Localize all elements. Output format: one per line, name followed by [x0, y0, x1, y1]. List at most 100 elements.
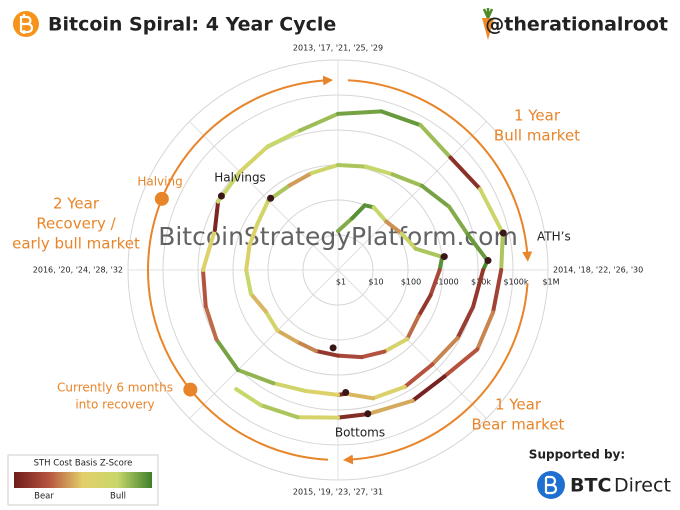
- colorbar: [14, 472, 152, 488]
- arc-dot: [183, 382, 198, 397]
- event-dot: [440, 253, 448, 261]
- spiral-segment: [302, 388, 340, 397]
- carrot-icon: [482, 8, 494, 40]
- spiral-segment: [343, 391, 376, 401]
- colorbar-title: STH Cost Basis Z-Score: [34, 459, 133, 469]
- event-dot: [342, 388, 350, 396]
- handle: @therationalroot: [485, 14, 668, 36]
- spiral-segment: [405, 314, 421, 342]
- cycle-arc: [147, 75, 334, 461]
- spiral-segment: [203, 304, 219, 342]
- spiral-segment: [475, 310, 495, 352]
- angle-label: 2013, '17, '21, '25, '29: [293, 44, 383, 53]
- spiral-segment: [437, 254, 445, 272]
- spiral-segment: [234, 387, 263, 408]
- spiral-segment: [235, 368, 276, 386]
- annotation: early bull market: [12, 235, 140, 253]
- spiral-segment: [248, 291, 268, 314]
- spiral-segment: [371, 384, 407, 401]
- spiral-segment: [263, 309, 280, 333]
- btcdirect-logo: [537, 471, 565, 499]
- annotation: Bear market: [472, 416, 565, 434]
- annotation: into recovery: [75, 398, 154, 412]
- spiral-segment: [384, 219, 404, 236]
- annotation: Recovery /: [36, 215, 116, 233]
- event-label: Halvings: [214, 171, 266, 185]
- sponsor-label: Supported by:: [529, 448, 625, 462]
- spiral-segment: [478, 186, 505, 236]
- annotation: Bull market: [494, 127, 580, 145]
- brand-direct: Direct: [614, 475, 671, 497]
- spiral-segment: [442, 347, 480, 379]
- spiral-segment: [244, 268, 253, 296]
- grid-ring: [267, 199, 409, 341]
- grid-ring: [197, 129, 479, 411]
- angle-label: 2014, '18, '22, '26, '30: [553, 266, 643, 275]
- grid-ring: [302, 234, 374, 306]
- spiral-segment: [212, 199, 221, 232]
- angle-label: 2015, '19, '23, '27, '31: [293, 488, 383, 497]
- spiral-segment: [336, 109, 384, 116]
- spiral-segment: [275, 328, 300, 344]
- spiral-segment: [399, 231, 418, 251]
- spiral-segment: [420, 183, 452, 209]
- spiral-segment: [255, 198, 271, 226]
- angle-label: 2016, '20, '24, '28, '32: [33, 266, 123, 275]
- spiral-segment: [428, 268, 442, 298]
- spiral-segment: [297, 111, 340, 133]
- event-label: Bottoms: [335, 426, 385, 440]
- annotation: 1 Year: [514, 107, 561, 125]
- spiral-segment: [390, 172, 425, 188]
- grid-ring: [127, 59, 549, 481]
- grid-ring: [162, 94, 514, 446]
- annotation: 2 Year: [53, 195, 100, 213]
- event-dot: [484, 257, 492, 265]
- spiral-segment: [447, 204, 470, 237]
- event-dot: [499, 229, 507, 237]
- spiral-segment: [418, 123, 453, 160]
- spiral-segment: [430, 336, 460, 367]
- chart-title: Bitcoin Spiral: 4 Year Cycle: [48, 14, 336, 36]
- r-tick-label: $100k: [504, 278, 529, 287]
- spiral-segment: [379, 109, 423, 128]
- spiral-segment: [471, 268, 486, 309]
- spiral-segment: [371, 205, 389, 224]
- spiral-segment: [244, 243, 252, 272]
- spiral-segment: [499, 231, 505, 272]
- brand-btc: BTC: [570, 475, 611, 497]
- colorbar-low: Bear: [34, 492, 54, 502]
- r-tick-label: $1000: [433, 278, 458, 287]
- spiral-segment: [336, 216, 355, 234]
- spiral-segment: [359, 349, 387, 360]
- event-dot: [217, 192, 225, 200]
- cycle-arc: [342, 283, 529, 465]
- r-tick-label: $1M: [542, 278, 559, 287]
- spiral-segment: [200, 227, 217, 272]
- spiral-segment: [313, 348, 340, 358]
- spiral-segment: [295, 339, 318, 353]
- spiral-segment: [237, 144, 270, 174]
- spiral-segment: [309, 163, 340, 176]
- spiral-segment: [455, 304, 476, 341]
- colorbar-high: Bull: [110, 492, 126, 502]
- spiral-segment: [410, 374, 447, 403]
- spiral-segment: [200, 268, 208, 309]
- bitcoin-icon: [13, 11, 39, 37]
- spiral-segment: [416, 293, 433, 319]
- spiral-segment: [247, 221, 260, 248]
- spiral-segment: [364, 164, 395, 177]
- spiral-segment: [336, 412, 370, 420]
- event-dot: [364, 410, 372, 418]
- spiral-segment: [365, 398, 415, 417]
- r-tick-label: $100: [401, 278, 421, 287]
- spiral-segment: [448, 155, 483, 191]
- spiral-segment: [402, 362, 435, 389]
- spiral-segment: [336, 353, 364, 360]
- spiral-segment: [490, 268, 504, 315]
- spiral-segment: [465, 232, 490, 263]
- spiral-segment: [350, 203, 367, 221]
- r-tick-label: $10: [368, 278, 383, 287]
- annotation: Halving: [137, 175, 182, 189]
- spiral-segment: [271, 381, 307, 393]
- annotation: Currently 6 months: [57, 381, 173, 395]
